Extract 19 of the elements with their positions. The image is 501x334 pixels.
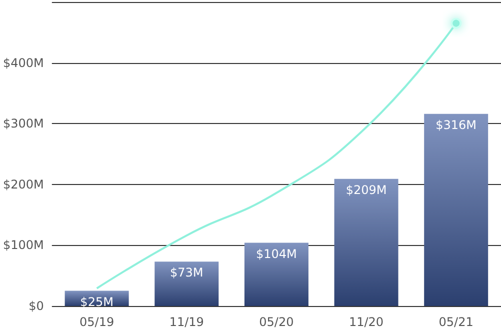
- bar: [334, 178, 398, 306]
- bar: [424, 114, 488, 306]
- x-tick-label: 05/19: [80, 315, 114, 329]
- data-label: $73M: [170, 266, 204, 280]
- x-tick-label: 05/21: [438, 315, 474, 329]
- data-label: $316M: [436, 118, 477, 132]
- bar: [154, 262, 219, 306]
- y-tick-label: $300M: [2, 116, 44, 131]
- x-tick-label: 11/20: [348, 315, 384, 329]
- data-label: $104M: [256, 246, 297, 261]
- y-tick-label: $100M: [2, 238, 44, 252]
- data-label: $25M: [80, 294, 114, 309]
- y-tick-label: $400M: [2, 56, 44, 70]
- x-tick-label: 11/19: [169, 315, 204, 329]
- y-tick-label: $0: [28, 299, 44, 313]
- y-tick-label: $200M: [2, 177, 44, 192]
- data-label: $209M: [346, 182, 387, 197]
- x-tick-label: 05/20: [259, 315, 294, 329]
- bar: [244, 242, 308, 306]
